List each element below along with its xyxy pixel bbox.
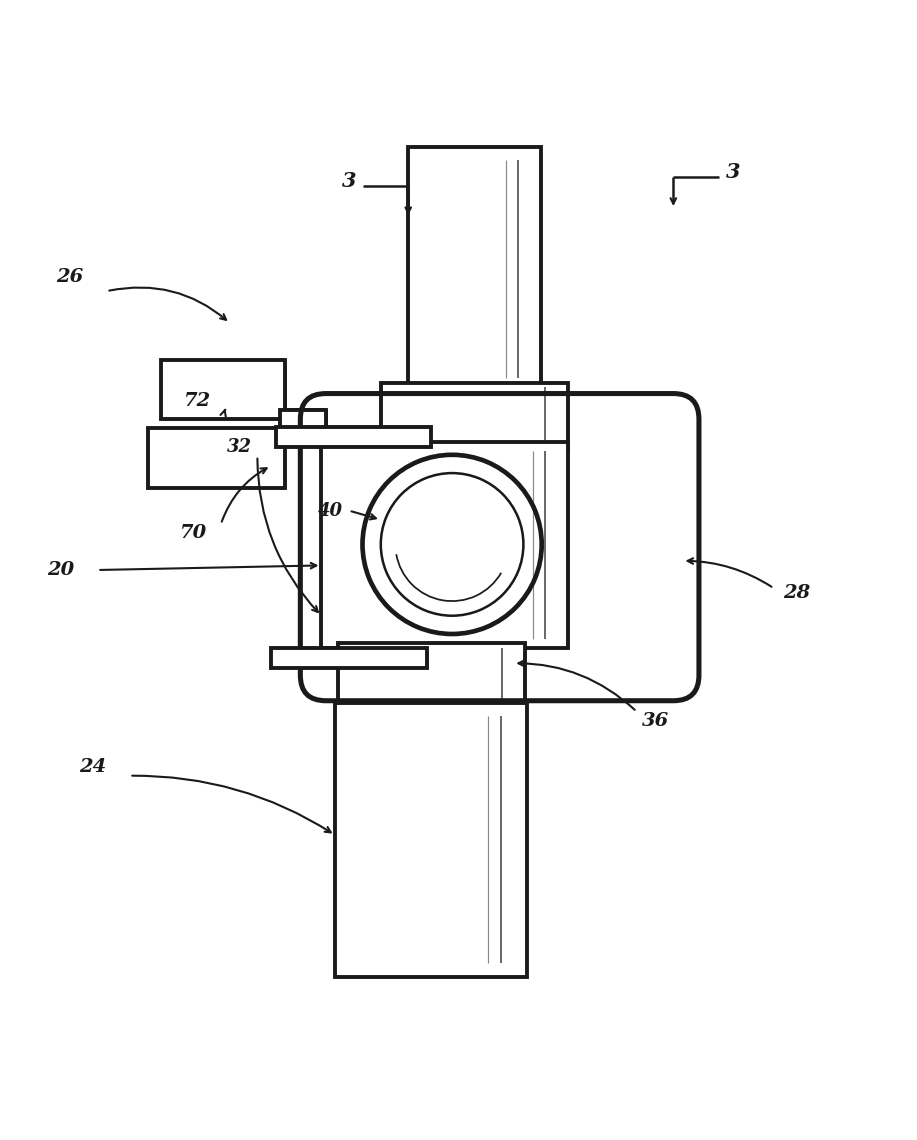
Text: 20: 20	[47, 561, 74, 579]
Bar	[148, 429, 285, 488]
Bar	[381, 383, 569, 451]
Text: 36: 36	[641, 711, 668, 730]
Bar	[276, 428, 431, 448]
Bar	[321, 442, 569, 648]
Text: 3: 3	[725, 162, 740, 182]
Bar	[281, 410, 326, 429]
Bar	[335, 702, 527, 977]
Text: 40: 40	[318, 502, 343, 520]
Text: 70: 70	[180, 524, 207, 543]
Bar	[337, 643, 525, 707]
Bar	[408, 147, 541, 392]
Text: 26: 26	[56, 268, 83, 286]
Bar	[271, 648, 426, 668]
Text: 24: 24	[79, 758, 106, 775]
Text: 3: 3	[341, 171, 356, 192]
Text: 32: 32	[226, 438, 251, 456]
Bar	[161, 360, 285, 420]
Text: 28: 28	[783, 584, 811, 602]
Text: 72: 72	[184, 392, 212, 410]
